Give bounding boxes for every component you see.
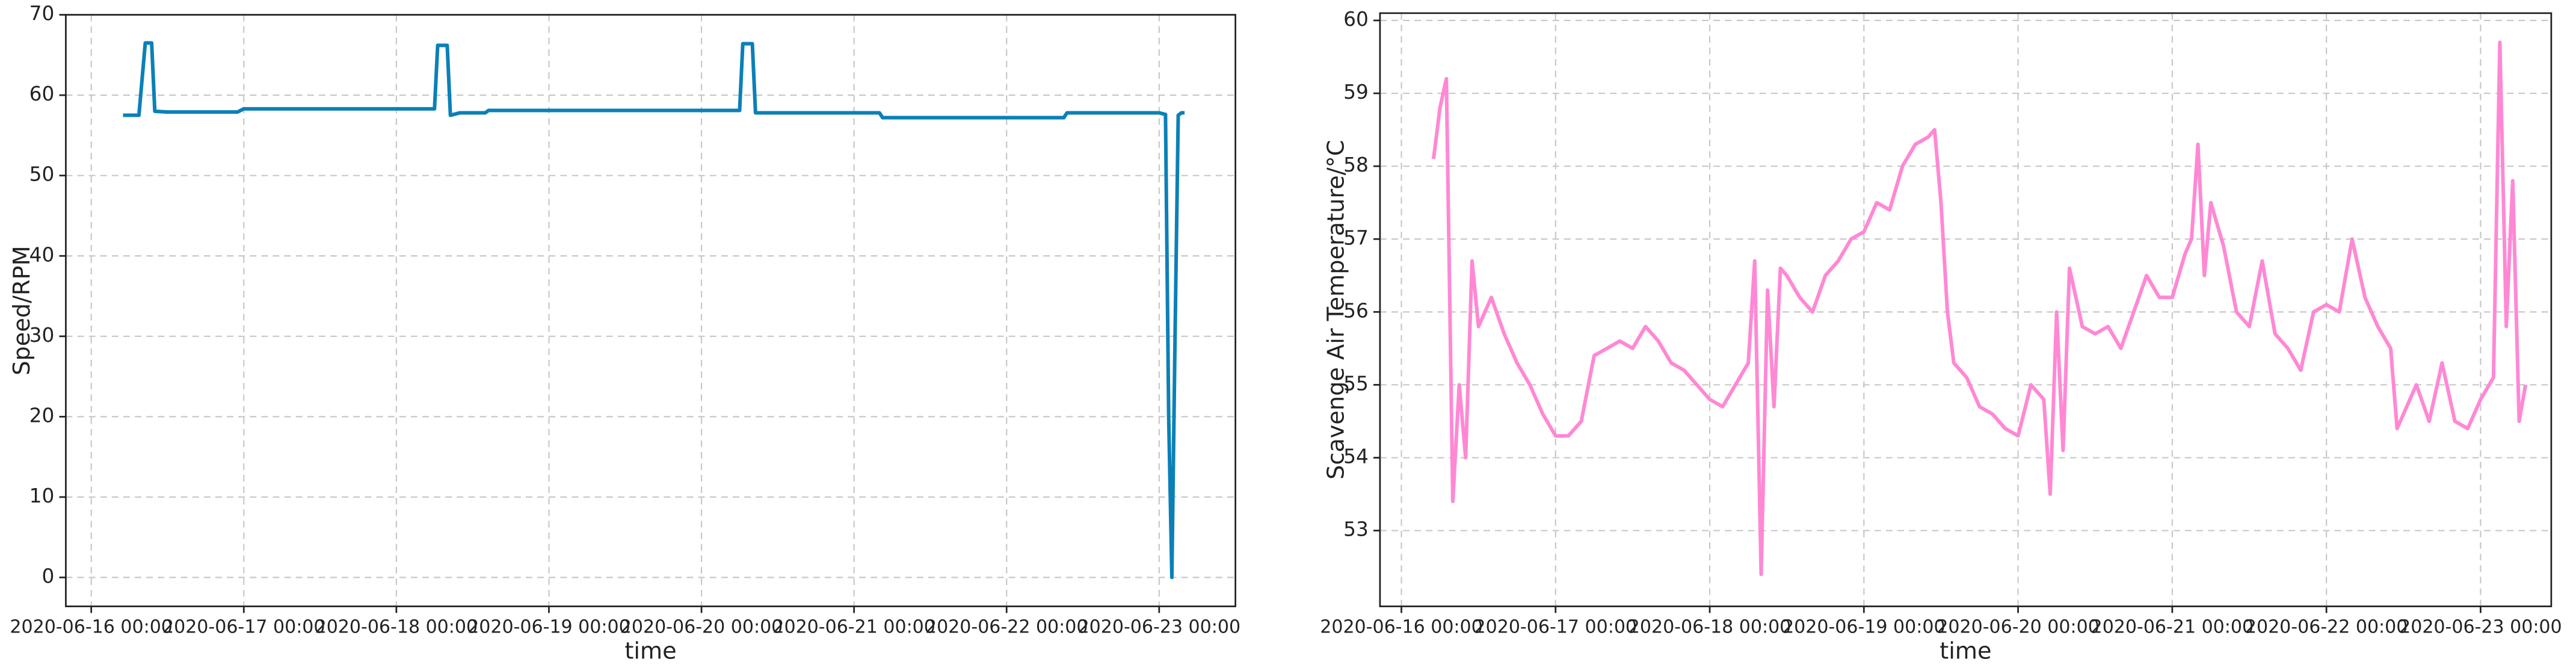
x-tick-label: 2020-06-18 00:00 xyxy=(315,617,478,638)
y-tick-label: 20 xyxy=(29,404,55,427)
y-tick-label: 40 xyxy=(29,243,55,266)
x-tick-label: 2020-06-23 00:00 xyxy=(1078,617,1240,638)
x-axis-label: time xyxy=(1940,639,1991,665)
x-tick-label: 2020-06-17 00:00 xyxy=(162,617,325,638)
y-tick-label: 30 xyxy=(29,324,55,347)
x-tick-label: 2020-06-21 00:00 xyxy=(2091,617,2254,638)
y-axis-label: Speed/RPM xyxy=(9,246,35,375)
y-tick-label: 55 xyxy=(1343,372,1369,395)
x-tick-label: 2020-06-18 00:00 xyxy=(1628,617,1791,638)
y-tick-label: 60 xyxy=(1343,8,1369,31)
y-tick-label: 0 xyxy=(42,565,54,588)
axes-frame xyxy=(65,14,1236,607)
x-tick-label: 2020-06-20 00:00 xyxy=(1937,617,2099,638)
y-tick-label: 10 xyxy=(29,484,55,507)
x-tick-label: 2020-06-19 00:00 xyxy=(467,617,630,638)
x-tick-label: 2020-06-22 00:00 xyxy=(2245,617,2408,638)
y-tick-label: 50 xyxy=(29,163,55,186)
x-tick-label: 2020-06-23 00:00 xyxy=(2399,617,2562,638)
x-tick-label: 2020-06-19 00:00 xyxy=(1783,617,1945,638)
y-tick-label: 70 xyxy=(29,2,55,25)
y-tick-label: 60 xyxy=(29,82,55,105)
data-line xyxy=(123,41,1185,580)
data-line xyxy=(1431,40,2528,577)
x-tick-label: 2020-06-21 00:00 xyxy=(772,617,935,638)
x-tick-label: 2020-06-16 00:00 xyxy=(10,617,172,638)
y-axis-label: Scavenge Air Temperature/°C xyxy=(1323,140,1349,480)
x-tick-label: 2020-06-17 00:00 xyxy=(1474,617,1637,638)
x-tick-label: 2020-06-20 00:00 xyxy=(620,617,783,638)
x-axis-label: time xyxy=(624,639,676,665)
y-tick-label: 54 xyxy=(1343,445,1369,468)
y-tick-label: 58 xyxy=(1343,153,1369,176)
x-tick-label: 2020-06-22 00:00 xyxy=(925,617,1088,638)
x-tick-label: 2020-06-16 00:00 xyxy=(1320,617,1482,638)
y-tick-label: 59 xyxy=(1343,81,1369,104)
y-tick-label: 53 xyxy=(1343,518,1369,541)
y-tick-label: 56 xyxy=(1343,299,1369,322)
axes-frame xyxy=(1379,12,2553,607)
y-tick-label: 57 xyxy=(1343,226,1369,249)
